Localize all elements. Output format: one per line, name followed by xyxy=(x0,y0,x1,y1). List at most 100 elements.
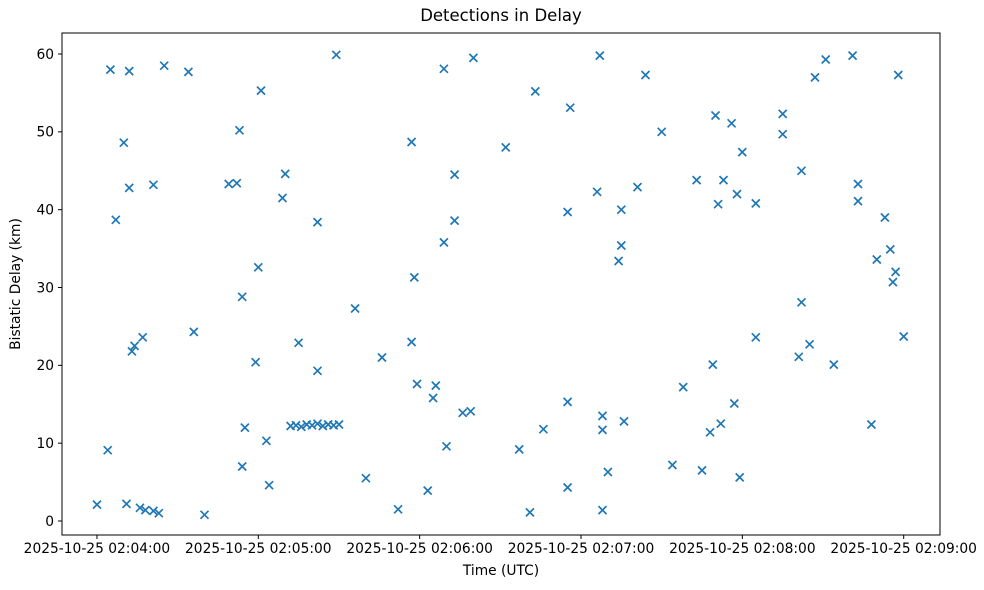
scatter-point xyxy=(718,175,729,185)
chart-title: Detections in Delay xyxy=(420,6,582,25)
scatter-point xyxy=(562,482,573,493)
scatter-point xyxy=(595,50,605,61)
scatter-point xyxy=(458,408,468,418)
x-tick-label: 2025-10-25 02:08:00 xyxy=(669,541,816,557)
y-tick-label: 0 xyxy=(45,514,54,530)
scatter-point xyxy=(237,292,247,302)
scatter-point xyxy=(439,64,449,74)
scatter-point xyxy=(821,54,831,65)
scatter-point xyxy=(847,50,858,61)
scatter-point xyxy=(829,359,839,370)
scatter-point xyxy=(804,339,815,349)
scatter-point xyxy=(124,183,134,193)
scatter-point xyxy=(796,166,807,176)
scatter-point xyxy=(111,215,121,225)
scatter-point xyxy=(312,217,323,227)
scatter-point xyxy=(159,61,169,71)
scatter-point xyxy=(293,338,304,348)
scatter-point xyxy=(899,331,909,342)
scatter-point xyxy=(148,506,159,516)
scatter-point xyxy=(393,504,403,514)
scatter-point xyxy=(778,109,788,119)
scatter-point xyxy=(183,67,194,77)
scatter-point xyxy=(449,215,460,226)
scatter-point xyxy=(124,66,134,76)
scatter-point xyxy=(92,499,102,510)
scatter-point xyxy=(729,398,739,409)
scatter-point xyxy=(716,419,726,429)
scatter-point xyxy=(361,473,371,483)
scatter-point xyxy=(697,465,707,476)
scatter-point xyxy=(603,467,613,477)
scatter-point xyxy=(778,129,788,139)
scatter-point xyxy=(888,277,898,287)
scatter-point xyxy=(428,393,438,403)
scatter-point xyxy=(253,262,263,272)
scatter-point xyxy=(423,485,433,496)
scatter-point xyxy=(632,182,643,192)
scatter-point xyxy=(466,406,476,416)
scatter-point xyxy=(751,332,761,342)
scatter-point xyxy=(312,366,323,376)
scatter-point xyxy=(406,337,417,347)
scatter-point xyxy=(890,267,901,277)
scatter-point xyxy=(406,137,417,147)
x-tick-label: 2025-10-25 02:05:00 xyxy=(185,541,332,557)
scatter-point xyxy=(250,357,261,367)
scatter-point xyxy=(794,352,804,362)
scatter-point xyxy=(127,346,137,356)
scatter-point xyxy=(597,411,608,421)
scatter-point xyxy=(199,510,210,520)
y-axis-label: Bistatic Delay (km) xyxy=(8,218,24,350)
scatter-point xyxy=(501,142,511,153)
scatter-point xyxy=(105,64,116,75)
y-tick-label: 50 xyxy=(36,125,54,141)
y-tick-label: 40 xyxy=(36,202,54,218)
scatter-point xyxy=(597,505,608,515)
y-tick-label: 60 xyxy=(36,47,54,63)
x-axis-label: Time (UTC) xyxy=(462,563,539,579)
scatter-point xyxy=(735,472,745,483)
scatter-point xyxy=(619,416,629,427)
scatter-point xyxy=(224,179,234,189)
scatter-point xyxy=(872,254,882,265)
x-tick-label: 2025-10-25 02:06:00 xyxy=(346,541,493,557)
scatter-point xyxy=(530,86,540,97)
scatter-point xyxy=(334,419,344,430)
scatter-point xyxy=(377,352,387,363)
axes-frame xyxy=(61,32,941,536)
scatter-point xyxy=(350,303,360,314)
scatter-point xyxy=(657,127,667,137)
scatter-point xyxy=(318,421,328,431)
scatter-point xyxy=(732,189,742,199)
scatter-point xyxy=(277,193,288,203)
scatter-point xyxy=(449,169,460,180)
scatter-point xyxy=(129,341,140,351)
scatter-point xyxy=(468,53,479,63)
x-tick-label: 2025-10-25 02:07:00 xyxy=(508,541,655,557)
scatter-point xyxy=(441,441,452,451)
scatter-point xyxy=(616,205,626,215)
scatter-point xyxy=(307,420,317,430)
scatter-point xyxy=(103,445,113,455)
scatter-point xyxy=(296,422,306,432)
scatter-point xyxy=(135,503,145,513)
scatter-point xyxy=(412,379,422,389)
scatter-point xyxy=(853,196,863,206)
scatter-point xyxy=(853,179,863,189)
scatter-point xyxy=(119,138,129,148)
y-tick-label: 20 xyxy=(36,358,54,374)
scatter-point xyxy=(538,424,549,434)
scatter-point xyxy=(880,212,890,223)
scatter-point xyxy=(885,244,895,255)
scatter-point xyxy=(525,507,535,518)
scatter-point xyxy=(280,169,290,179)
x-tick-label: 2025-10-25 02:04:00 xyxy=(24,541,171,557)
scatter-point xyxy=(431,380,441,391)
scatter-point xyxy=(726,118,737,128)
y-tick-label: 10 xyxy=(36,436,54,452)
scatter-point xyxy=(240,422,250,433)
scatter-point xyxy=(751,198,761,209)
